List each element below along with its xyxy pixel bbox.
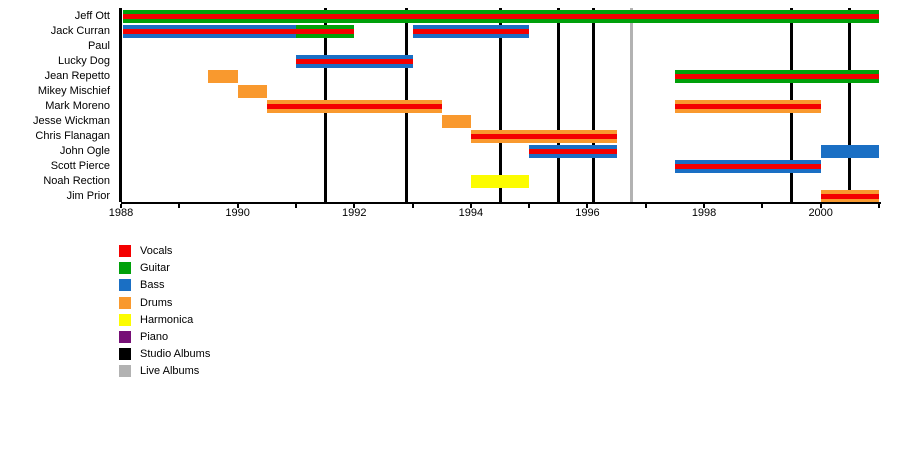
tenure-bar-bass <box>529 145 617 158</box>
legend-label: Live Albums <box>140 365 200 377</box>
tenure-bar-drums <box>441 115 471 128</box>
year-label: 1994 <box>458 207 484 219</box>
member-label: Noah Rection <box>43 175 110 187</box>
tenure-bar-harmonica <box>470 175 530 188</box>
member-label: Jean Repetto <box>44 70 110 82</box>
vocals-stripe <box>412 29 530 34</box>
legend-label: Piano <box>140 331 169 343</box>
member-label: Jeff Ott <box>74 10 110 22</box>
studio-album-line <box>556 8 560 202</box>
legend-swatch-live_album <box>119 365 131 377</box>
year-tick <box>120 204 122 208</box>
vocals-stripe <box>266 104 442 109</box>
tenure-bar-drums <box>674 100 821 113</box>
tenure-bar-drums <box>820 190 879 203</box>
legend-swatch-vocals <box>119 245 131 257</box>
tenure-bar-bass <box>820 145 879 158</box>
year-tick <box>761 204 764 208</box>
vocals-stripe <box>123 29 296 34</box>
year-tick <box>353 204 356 208</box>
vocals-stripe <box>674 164 821 169</box>
year-tick <box>703 204 706 208</box>
year-tick <box>644 204 647 208</box>
legend-label: Harmonica <box>140 314 194 326</box>
studio-album-line <box>118 8 122 202</box>
legend-swatch-drums <box>119 297 131 309</box>
legend-label: Vocals <box>140 245 173 257</box>
member-label: Jesse Wickman <box>32 115 110 127</box>
member-label: Paul <box>87 40 110 52</box>
member-label: John Ogle <box>59 145 110 157</box>
tenure-bar-guitar <box>674 70 879 83</box>
x-axis-line <box>121 202 881 204</box>
studio-album-line <box>498 8 502 202</box>
year-label: 1990 <box>225 207 250 219</box>
member-label: Chris Flanagan <box>35 130 110 142</box>
studio-album-line <box>848 8 852 202</box>
year-tick <box>528 204 531 208</box>
tenure-bar-drums <box>237 85 267 98</box>
year-tick <box>878 204 880 208</box>
vocals-stripe <box>529 149 617 154</box>
year-label: 1996 <box>575 207 600 219</box>
member-label: Mark Moreno <box>45 100 110 112</box>
member-label: Jack Curran <box>50 25 110 37</box>
tenure-bar-guitar <box>123 10 879 23</box>
year-label: 1988 <box>108 207 134 219</box>
member-label: Jim Prior <box>66 190 110 202</box>
legend-swatch-piano <box>119 331 131 343</box>
tenure-bar-bass <box>123 25 296 38</box>
year-tick <box>294 204 297 208</box>
year-tick <box>819 204 822 208</box>
tenure-bar-bass <box>412 25 530 38</box>
year-tick <box>178 204 181 208</box>
tenure-bar-bass <box>295 55 413 68</box>
year-tick <box>586 204 589 208</box>
vocals-stripe <box>295 59 413 64</box>
year-label: 1992 <box>341 207 367 219</box>
member-label: Lucky Dog <box>58 55 110 67</box>
vocals-stripe <box>820 194 879 199</box>
vocals-stripe <box>674 74 879 79</box>
legend-swatch-guitar <box>119 262 131 274</box>
legend-swatch-studio_album <box>119 348 131 360</box>
year-label: 2000 <box>808 207 833 219</box>
year-tick <box>236 204 239 208</box>
legend-label: Bass <box>140 279 165 291</box>
studio-album-line <box>591 8 595 202</box>
vocals-stripe <box>470 134 617 139</box>
member-label: Mikey Mischief <box>37 85 110 97</box>
year-label: 1998 <box>691 207 717 219</box>
tenure-bar-drums <box>208 70 238 83</box>
vocals-stripe <box>295 29 355 34</box>
legend-label: Studio Albums <box>140 348 211 360</box>
member-label: Scott Pierce <box>50 160 110 172</box>
year-tick <box>411 204 414 208</box>
legend-swatch-bass <box>119 279 131 291</box>
vocals-stripe <box>674 104 821 109</box>
legend-swatch-harmonica <box>119 314 131 326</box>
tenure-bar-bass <box>674 160 821 173</box>
tenure-bar-drums <box>266 100 442 113</box>
year-tick <box>469 204 472 208</box>
legend-label: Guitar <box>140 262 170 274</box>
tenure-bar-drums <box>470 130 617 143</box>
tenure-bar-guitar <box>295 25 355 38</box>
legend-label: Drums <box>140 297 173 309</box>
live-album-line <box>629 8 633 202</box>
vocals-stripe <box>123 14 879 19</box>
